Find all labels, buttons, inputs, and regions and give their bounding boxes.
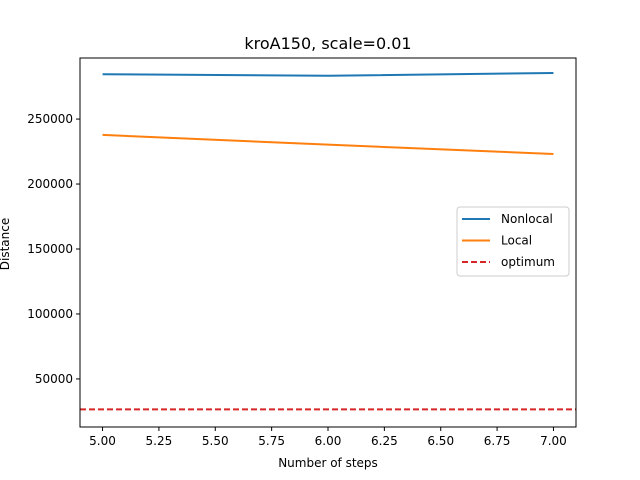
y-tick-label: 250000 [27, 112, 73, 126]
legend-label-optimum: optimum [501, 255, 555, 269]
y-tick-label: 150000 [27, 242, 73, 256]
y-tick-label: 50000 [35, 372, 73, 386]
legend-label-nonlocal: Nonlocal [501, 212, 553, 226]
x-tick-label: 6.50 [427, 434, 454, 448]
series-group [80, 71, 576, 411]
y-axis-label: Distance [0, 218, 12, 270]
x-tick-label: 5.75 [258, 434, 285, 448]
y-tick-label: 100000 [27, 307, 73, 321]
plot-area [80, 71, 576, 411]
x-tick-label: 5.00 [89, 434, 116, 448]
x-tick-label: 6.00 [315, 434, 342, 448]
axes: 5.00 5.25 5.50 5.75 6.00 6.25 6.50 6.75 7.00 5000… [27, 57, 577, 448]
legend-label-local: Local [501, 234, 532, 248]
x-tick-label: 5.25 [146, 434, 173, 448]
chart-title: kroA150, scale=0.01 [244, 34, 411, 53]
legend-box [456, 206, 570, 277]
x-tick-label: 6.75 [484, 434, 511, 448]
series-line-local [102, 133, 554, 156]
x-axis-label: Number of steps [278, 456, 378, 470]
series-line-nonlocal [102, 71, 554, 77]
x-tick-label: 7.00 [540, 434, 567, 448]
y-tick-label: 200000 [27, 177, 73, 191]
legend: Nonlocal Local optimum [456, 206, 570, 277]
x-tick-label: 5.50 [202, 434, 229, 448]
x-tick-label: 6.25 [371, 434, 398, 448]
